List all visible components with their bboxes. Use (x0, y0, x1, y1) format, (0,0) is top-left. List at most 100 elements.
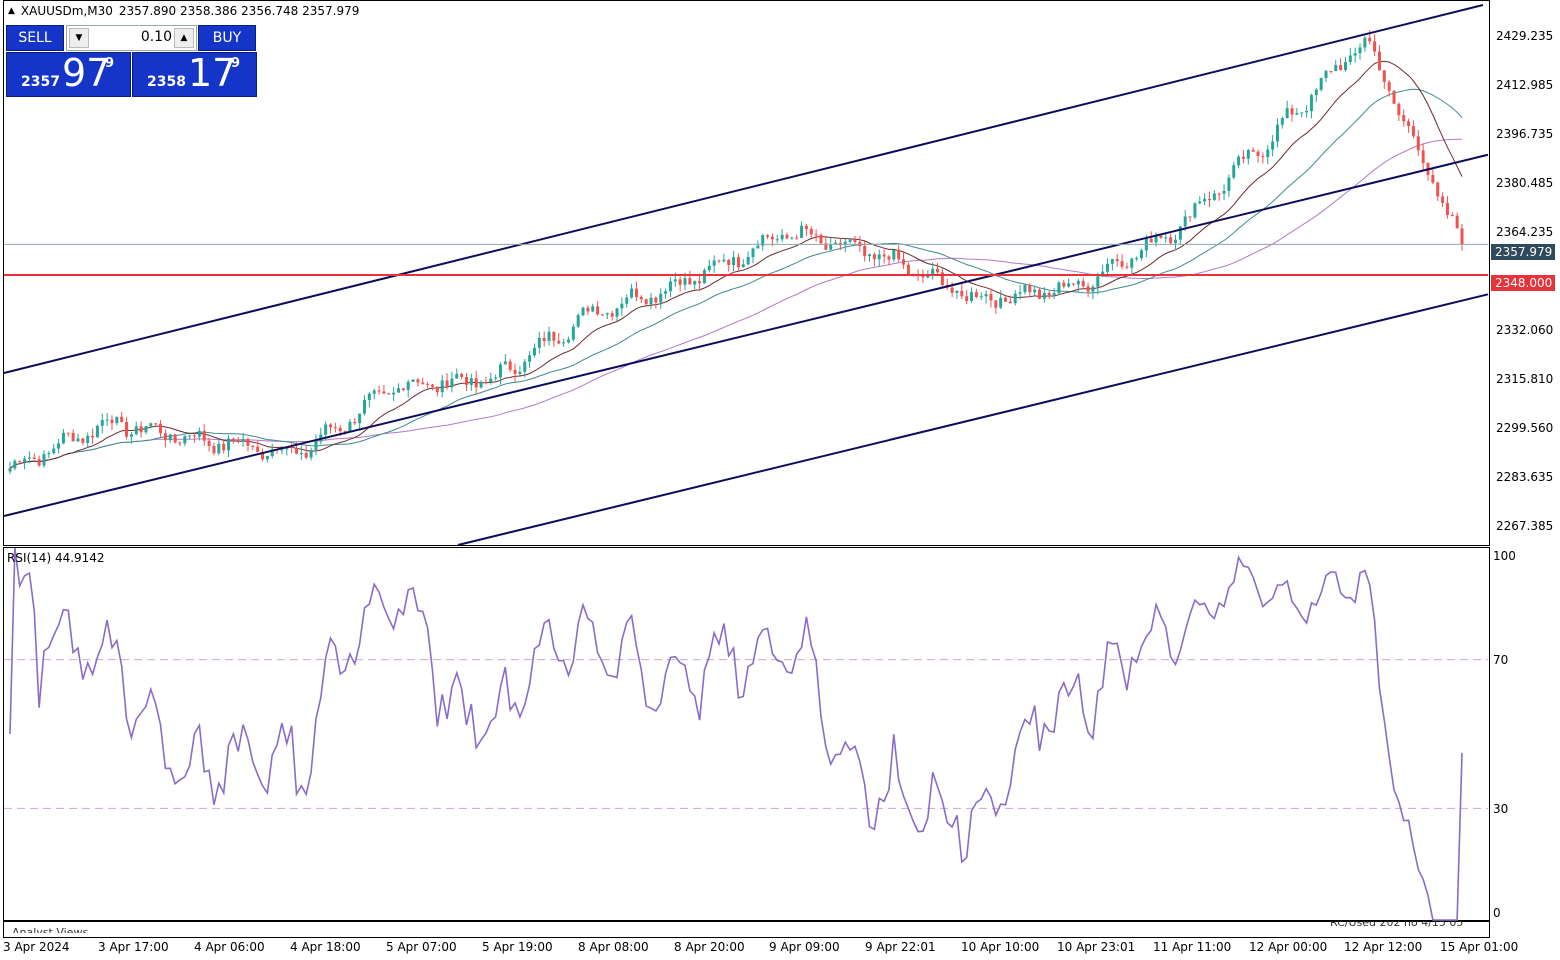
price-tick: 2267.385 (1496, 519, 1554, 533)
bear-candle (1159, 235, 1163, 238)
bull-candle (1096, 276, 1100, 287)
bear-candle (974, 292, 978, 298)
bull-candle (469, 378, 473, 385)
bear-candle (110, 419, 114, 424)
bear-candle (1339, 65, 1343, 71)
bull-candle (1222, 190, 1226, 194)
bear-candle (246, 438, 250, 446)
bear-candle (304, 452, 308, 458)
bull-candle (659, 293, 663, 303)
bull-candle (115, 416, 119, 424)
bull-candle (780, 234, 784, 240)
bear-candle (193, 435, 197, 437)
bull-candle (683, 278, 687, 285)
bear-candle (508, 361, 512, 370)
rsi-pane[interactable] (3, 547, 1490, 921)
bull-candle (877, 254, 881, 260)
bull-candle (1212, 193, 1216, 201)
bear-candle (71, 432, 75, 442)
bear-candle (1169, 237, 1173, 244)
bull-candle (1300, 112, 1304, 114)
lot-value[interactable]: 0.10 (140, 29, 172, 45)
bull-candle (649, 297, 653, 305)
ask-price-box[interactable]: 2358 17 9 (132, 51, 257, 97)
bear-candle (1047, 292, 1051, 295)
bear-candle (1441, 196, 1445, 203)
sell-button[interactable]: SELL (6, 25, 64, 51)
bear-candle (610, 313, 614, 317)
bull-candle (843, 241, 847, 246)
lot-size-input[interactable]: ▼ 0.10 ▲ (66, 25, 197, 51)
bear-candle (770, 236, 774, 240)
bear-candle (766, 235, 770, 237)
bear-candle (727, 259, 731, 266)
bid-big-digits: 97 (62, 51, 111, 95)
bull-candle (1295, 113, 1299, 115)
bid-superscript: 9 (105, 56, 115, 71)
bull-candle (314, 441, 318, 450)
bull-candle (523, 361, 527, 372)
price-tick: 2315.810 (1496, 372, 1554, 386)
bull-candle (532, 347, 536, 356)
bull-candle (1110, 259, 1114, 264)
analyst-views-label[interactable]: Analyst Views (12, 926, 89, 939)
bull-candle (1033, 289, 1037, 293)
bull-candle (100, 420, 104, 426)
bear-candle (202, 430, 206, 441)
bear-candle (1120, 261, 1124, 267)
bear-candle (1402, 115, 1406, 122)
buy-button[interactable]: BUY (198, 25, 256, 51)
price-tick: 2412.985 (1496, 78, 1554, 92)
bear-candle (460, 373, 464, 377)
bull-candle (1358, 47, 1362, 54)
bull-candle (42, 454, 46, 466)
bear-candle (1072, 283, 1076, 285)
bull-candle (518, 371, 522, 374)
bear-candle (1081, 280, 1085, 287)
price-tick: 2332.060 (1496, 323, 1554, 337)
bid-price-box[interactable]: 2357 97 9 (6, 51, 131, 97)
lot-increase-icon[interactable]: ▲ (174, 28, 194, 48)
lot-decrease-icon[interactable]: ▼ (69, 28, 89, 48)
bear-candle (1149, 238, 1153, 243)
price-chart-pane[interactable] (3, 0, 1490, 546)
bull-candle (1324, 70, 1328, 79)
bull-candle (392, 392, 396, 395)
bull-candle (732, 257, 736, 266)
bear-candle (1008, 301, 1012, 304)
bear-candle (484, 381, 488, 383)
bull-candle (1353, 53, 1357, 56)
bull-candle (47, 452, 51, 455)
bear-candle (37, 459, 41, 466)
bull-candle (23, 458, 27, 462)
bull-candle (722, 259, 726, 262)
bear-candle (401, 388, 405, 390)
collapse-triangle-icon[interactable]: ▲ (8, 6, 15, 16)
bull-candle (8, 468, 12, 472)
bear-candle (906, 264, 910, 275)
bear-candle (178, 442, 182, 444)
bear-candle (644, 299, 648, 305)
symbol-header: ▲ XAUUSDm,M30 2357.890 2358.386 2356.748… (8, 4, 359, 18)
bear-candle (81, 438, 85, 443)
bear-candle (863, 245, 867, 257)
bull-candle (576, 315, 580, 327)
bull-candle (1275, 124, 1279, 142)
bull-candle (241, 438, 245, 442)
bear-candle (329, 424, 333, 428)
bull-candle (1227, 177, 1231, 191)
time-tick: 4 Apr 18:00 (290, 940, 361, 954)
bull-candle (566, 339, 570, 343)
time-tick: 9 Apr 09:00 (769, 940, 840, 954)
bull-candle (1164, 237, 1168, 239)
bear-candle (921, 275, 925, 278)
bear-candle (1251, 150, 1255, 152)
bull-candle (1101, 271, 1105, 277)
rsi-level-label: 0 (1493, 906, 1501, 920)
bear-candle (596, 306, 600, 315)
bull-candle (761, 235, 765, 246)
bear-candle (387, 393, 391, 395)
bear-candle (1028, 285, 1032, 293)
bear-candle (994, 300, 998, 308)
bull-candle (1334, 65, 1338, 72)
